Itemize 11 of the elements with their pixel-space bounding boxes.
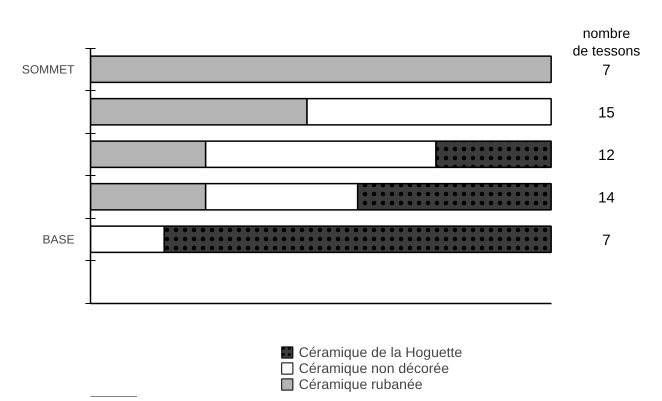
text: 14 (598, 189, 615, 206)
text: nombre de tessons (572, 24, 640, 58)
legend-label: Céramique rubanée (298, 376, 423, 392)
text: 12 (598, 146, 615, 164)
text: 7 (602, 62, 611, 79)
y-tick-label: BASE (42, 232, 74, 246)
text: 7 (602, 232, 611, 249)
text: 15 (598, 104, 615, 122)
legend-label: Céramique non décorée (298, 360, 449, 376)
y-tick-label: SOMMET (22, 62, 76, 76)
legend-label: Céramique de la Hoguette (298, 344, 462, 360)
